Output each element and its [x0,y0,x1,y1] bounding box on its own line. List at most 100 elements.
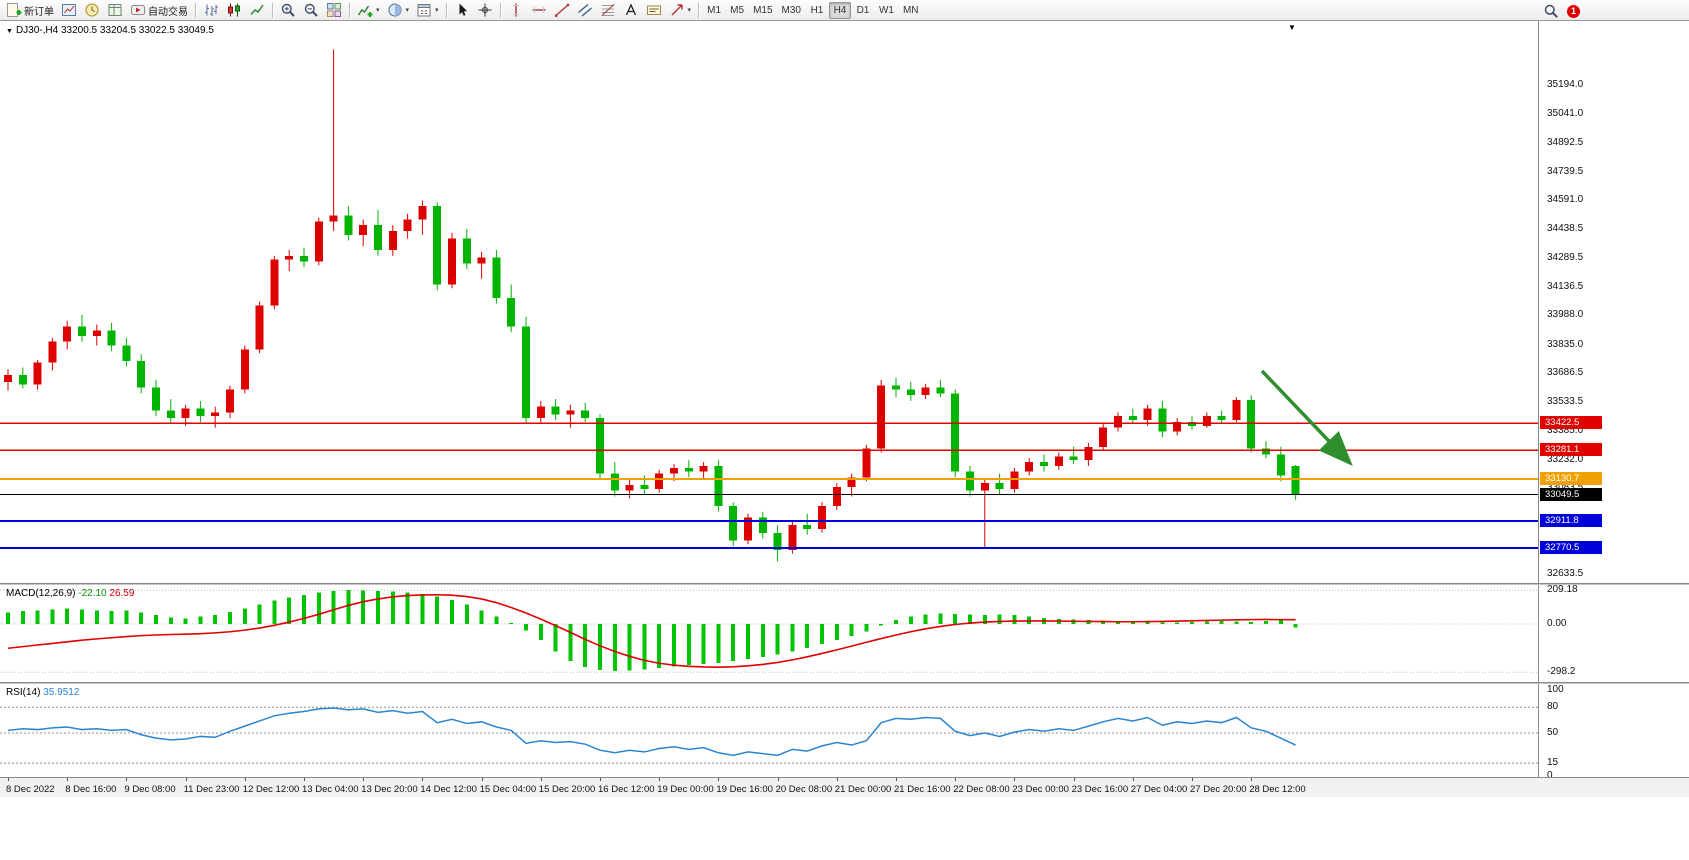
indicators-button[interactable]: ▾ [354,1,383,19]
timeframe-button-m5[interactable]: M5 [726,2,748,19]
timeframe-button-mn[interactable]: MN [899,2,923,19]
vline-icon [512,3,519,17]
chart-window-button[interactable] [58,1,80,19]
cursor-button[interactable] [451,1,473,19]
text-label-button[interactable] [643,1,665,19]
time-axis-tick [244,778,246,781]
price-tag: 33130.7 [1540,472,1602,486]
data-window-button[interactable] [104,1,126,19]
crosshair-button[interactable] [474,1,496,19]
time-axis-label: 8 Dec 2022 [6,784,55,795]
timeframe-button-m30[interactable]: M30 [778,2,805,19]
price-axis-label: 34892.5 [1547,136,1584,148]
timeframe-button-w1[interactable]: W1 [875,2,898,19]
hline-icon [532,7,546,13]
timeframe-button-h4[interactable]: H4 [828,1,851,19]
rsi-chart [0,706,1538,764]
timeframe-button-d1[interactable]: D1 [852,2,874,19]
new-order-button[interactable]: 新订单 [3,1,57,19]
rsi-name: RSI(14) [6,687,41,698]
cursor-icon [459,3,467,16]
timeframe-button-h1[interactable]: H1 [806,2,828,19]
trendline-icon [554,3,569,17]
text-button[interactable] [620,1,642,19]
fibonacci-button[interactable] [597,1,619,19]
pane-separator[interactable] [0,682,1689,684]
price-axis-label: 34438.5 [1547,223,1584,235]
zoom-in-button[interactable] [277,1,299,19]
line-icon [250,4,264,15]
time-axis-tick [1192,778,1193,781]
macd-name: MACD(12,26,9) [6,588,76,599]
periods-button[interactable]: ▾ [413,1,442,19]
rsi-line [7,707,1296,757]
price-axis-label: 33232.0 [1547,453,1584,465]
textbox-icon [646,5,661,15]
notification-badge[interactable]: 1 [1567,4,1580,18]
price-axis-label: 35041.0 [1547,108,1584,120]
chevron-down-icon: ▾ [435,7,439,14]
main-chart-pane[interactable]: ▼ DJ30-,H4 33200.5 33204.5 33022.5 33049.… [0,21,1538,583]
price-axis-label: 34289.5 [1547,251,1584,263]
price-axis-label: 35194.0 [1547,79,1584,90]
time-axis-label: 27 Dec 20:00 [1190,784,1247,795]
macd-pane[interactable]: MACD(12,26,9) -22.10 26.59 [0,585,1538,682]
search-button[interactable] [1540,2,1562,20]
chart-shift-marker[interactable]: ▼ [1288,23,1296,32]
toolbar-separator [698,2,700,18]
new-order-button-label: 新订单 [24,6,54,18]
rsi-axis-label: 0 [1547,770,1553,781]
toolbar-separator [195,2,196,18]
price-tag: 33281.1 [1540,443,1602,457]
candlestick-chart[interactable] [0,21,1538,583]
down-arrow-annotation[interactable] [1260,369,1353,467]
candlestick-chart-button[interactable] [223,1,245,19]
time-axis-tick [126,778,128,781]
price-axis-label: 33533.5 [1547,396,1584,408]
periods-icon [417,4,431,17]
data-window-icon [108,4,122,16]
pane-separator[interactable] [0,583,1689,585]
time-axis-tick [304,778,305,781]
channel-button[interactable] [574,1,596,19]
tile-windows-button[interactable] [323,1,345,19]
price-axis-label: 33385.0 [1547,424,1584,436]
horizontal-line-button[interactable] [528,1,550,19]
market-watch-button[interactable] [81,1,103,19]
price-axis-label: 32633.5 [1547,568,1584,580]
toolbar-separator [445,2,447,18]
zoom-out-button[interactable] [300,1,322,19]
time-axis-label: 16 Dec 12:00 [598,784,655,795]
bar-chart-button[interactable] [200,1,222,19]
bars-icon [205,4,218,16]
time-axis-label: 13 Dec 04:00 [302,784,359,795]
trendline-button[interactable] [551,1,573,19]
line-chart-button[interactable] [246,1,268,19]
profiles-button[interactable]: ▾ [384,1,413,19]
autotrading-icon [131,5,145,15]
autotrading-button[interactable]: 自动交易 [127,1,191,19]
toolbar-buttons: 新订单 自动交易 ▾ ▾ ▾ ▾ M1 M5 M15 M30 H1 H4 D1 W1 MN [3,0,923,20]
time-axis-label: 8 Dec 16:00 [65,784,117,795]
toolbar-right: 1 [1540,2,1580,20]
vertical-line-button[interactable] [505,1,527,19]
price-axis[interactable]: 35194.0 35041.0 34892.5 34739.5 34591.0 34438… [1538,21,1689,781]
tile-icon [327,3,341,17]
indicators-icon [357,5,373,17]
price-tag: 33422.5 [1540,416,1602,430]
arrows-button[interactable]: ▾ [666,1,695,19]
price-tag: 33049.5 [1540,487,1602,501]
zoom-out-icon [304,3,318,17]
toolbar-separator [272,2,273,18]
time-axis[interactable]: 8 Dec 2022 8 Dec 16:00 9 Dec 08:00 11 Dec 2… [0,777,1689,797]
macd-signal-line [7,593,1296,668]
time-axis-tick [659,778,661,781]
macd-signal-value: 26.59 [109,588,135,599]
timeframe-button-m15[interactable]: M15 [749,2,776,19]
profiles-icon [388,3,402,17]
timeframe-button-m1[interactable]: M1 [703,2,725,19]
rsi-pane[interactable]: RSI(14) 35.9512 [0,684,1538,777]
channel-icon [577,4,592,17]
chart-menu-icon[interactable]: ▼ [6,28,13,35]
price-tag: 32911.8 [1540,513,1602,527]
